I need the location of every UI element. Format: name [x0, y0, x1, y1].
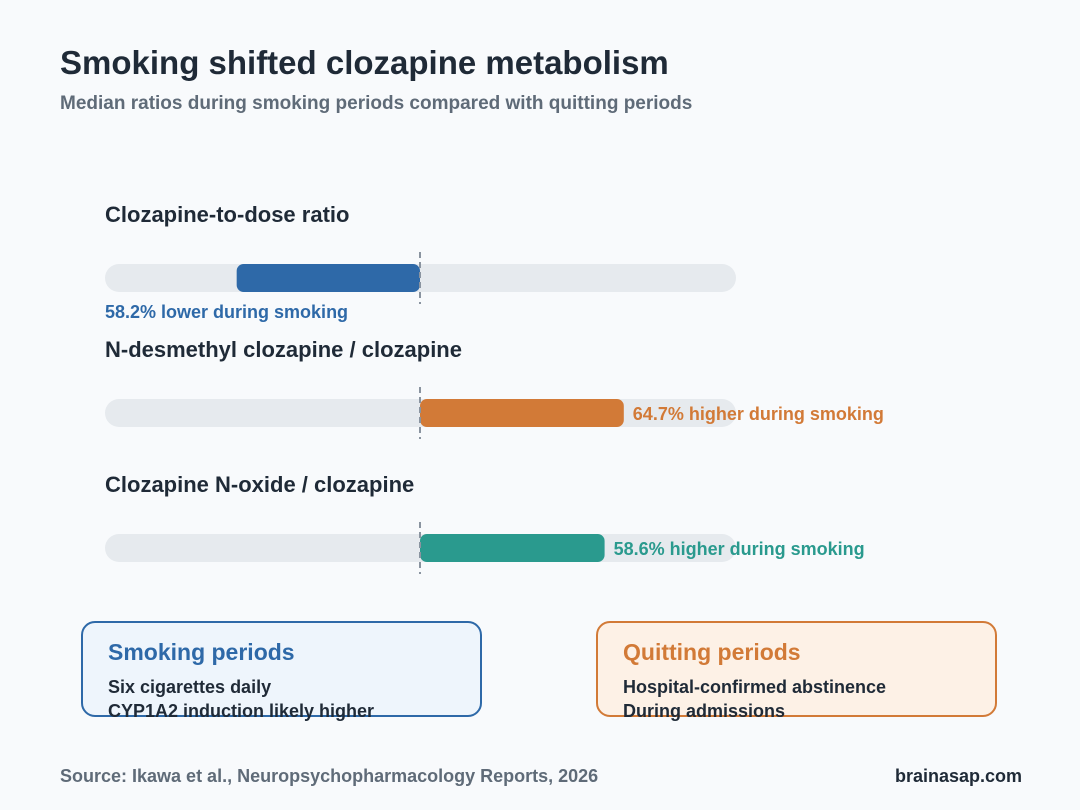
bar-mark [420, 534, 605, 562]
data-label: 58.2% lower during smoking [105, 302, 348, 322]
legend-quitting-title: Quitting periods [623, 639, 801, 665]
legend-quitting-line-2: During admissions [623, 701, 786, 721]
legend-smoking-line-2: CYP1A2 induction likely higher [108, 701, 375, 721]
data-label: 64.7% higher during smoking [633, 404, 884, 424]
legend-smoking-title: Smoking periods [108, 639, 295, 665]
diverging-bar-chart: Clozapine-to-dose ratio 58.2% lower durin… [105, 202, 884, 574]
legend-quitting-line-1: Hospital-confirmed abstinence [623, 677, 887, 697]
brand-link[interactable]: brainasap.com [894, 766, 1022, 786]
bar-mark [236, 264, 420, 292]
bar-mark [420, 399, 624, 427]
chart-title: Smoking shifted clozapine metabolism [60, 44, 669, 81]
series-label: Clozapine-to-dose ratio [105, 202, 349, 227]
legend-smoking-line-1: Six cigarettes daily [108, 677, 272, 697]
series-label: Clozapine N-oxide / clozapine [105, 472, 414, 497]
data-label: 58.6% higher during smoking [614, 539, 865, 559]
legend-smoking-periods: Smoking periods Six cigarettes daily CYP… [81, 621, 482, 721]
series-label: N-desmethyl clozapine / clozapine [105, 337, 462, 362]
legend-quitting-periods: Quitting periods Hospital-confirmed abst… [596, 621, 997, 721]
source-citation: Source: Ikawa et al., Neuropsychopharmac… [60, 766, 599, 786]
chart-subtitle: Median ratios during smoking periods com… [60, 93, 693, 114]
